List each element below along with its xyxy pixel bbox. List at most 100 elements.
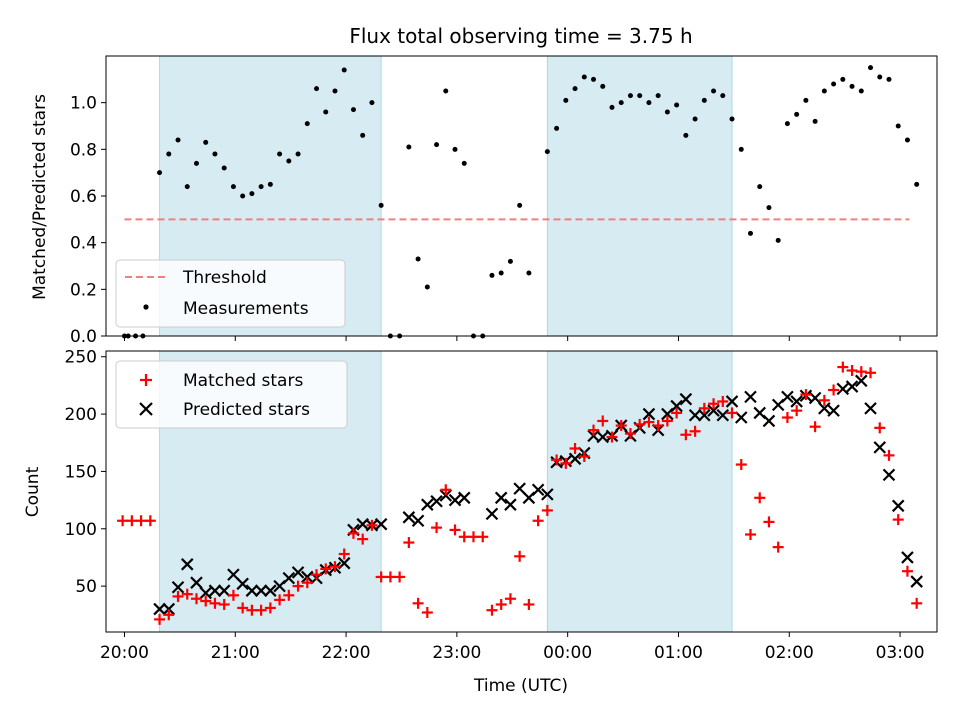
predicted-point xyxy=(707,404,720,417)
matched-point xyxy=(495,598,507,610)
matched-point xyxy=(652,420,664,432)
measurement-point xyxy=(877,74,883,80)
matched-point xyxy=(680,429,692,441)
predicted-point xyxy=(836,382,850,396)
matched-point xyxy=(329,561,341,573)
measurement-point xyxy=(332,88,338,94)
measurement-point xyxy=(517,202,523,208)
matched-point xyxy=(135,515,147,527)
matched-point xyxy=(634,418,646,430)
measurement-point xyxy=(406,144,412,150)
matched-point xyxy=(357,533,369,545)
measurement-point xyxy=(314,86,320,92)
measurement-point xyxy=(212,151,218,157)
x-tick-label: 21:00 xyxy=(211,643,260,663)
shaded-interval xyxy=(547,56,733,336)
matched-point xyxy=(809,421,821,433)
matched-point xyxy=(800,389,812,401)
matched-point xyxy=(661,415,673,427)
measurement-point xyxy=(701,97,707,103)
legend-matched-swatch xyxy=(140,374,152,386)
y-tick-label: 0.4 xyxy=(70,234,97,254)
predicted-point xyxy=(504,498,517,511)
measurement-point xyxy=(166,151,172,157)
measurement-point xyxy=(240,193,246,199)
measurement-point xyxy=(286,158,292,164)
matched-point xyxy=(772,541,784,553)
x-tick-label: 22:00 xyxy=(322,643,371,663)
matched-point xyxy=(264,602,276,614)
measurement-point xyxy=(498,270,504,276)
measurement-point xyxy=(221,165,227,171)
matched-point xyxy=(588,424,600,436)
matched-point xyxy=(486,604,498,616)
measurement-point xyxy=(424,284,430,290)
matched-point xyxy=(218,598,230,610)
measurement-point xyxy=(452,146,458,152)
matched-point xyxy=(311,569,323,581)
matched-point xyxy=(615,420,627,432)
matched-point xyxy=(735,459,747,471)
measurement-point xyxy=(868,65,874,71)
matched-point xyxy=(181,588,193,600)
predicted-point xyxy=(864,402,877,415)
matched-point xyxy=(504,593,516,605)
predicted-point xyxy=(180,558,194,571)
measurement-point xyxy=(738,146,744,152)
matched-point xyxy=(643,416,655,428)
measurement-point xyxy=(904,137,910,143)
predicted-point xyxy=(734,411,748,424)
matched-point xyxy=(255,604,267,616)
predicted-point xyxy=(227,568,240,581)
matched-point xyxy=(403,537,415,549)
x-tick-label: 02:00 xyxy=(765,643,814,663)
matched-point xyxy=(708,398,720,410)
measurement-point xyxy=(572,86,578,92)
predicted-point xyxy=(808,391,822,405)
measurement-point xyxy=(489,272,495,278)
matched-point xyxy=(366,519,378,531)
measurement-point xyxy=(341,67,347,73)
matched-point xyxy=(209,597,221,609)
matched-point xyxy=(892,514,904,526)
measurement-point xyxy=(895,123,901,129)
matched-point xyxy=(865,367,877,379)
x-tick-label: 01:00 xyxy=(654,643,703,663)
matched-point xyxy=(246,604,258,616)
y-tick-label: 1.0 xyxy=(70,94,97,114)
predicted-point xyxy=(411,514,425,528)
matched-point xyxy=(477,531,489,543)
top-y-axis-label: Matched/Predicted stars xyxy=(30,94,50,300)
matched-point xyxy=(578,451,590,463)
predicted-point xyxy=(873,441,887,454)
measurement-point xyxy=(360,132,366,138)
measurement-point xyxy=(609,104,615,110)
matched-point xyxy=(384,571,396,583)
matched-point xyxy=(698,402,710,414)
predicted-point xyxy=(568,452,582,466)
matched-point xyxy=(347,527,359,539)
measurement-point xyxy=(443,88,449,94)
matched-point xyxy=(828,384,840,396)
measurement-point xyxy=(323,109,329,115)
predicted-point xyxy=(162,602,176,616)
matched-point xyxy=(431,522,443,534)
measurement-point xyxy=(692,116,698,122)
matched-point xyxy=(532,515,544,527)
predicted-point xyxy=(910,575,923,588)
legend-threshold-label: Threshold xyxy=(182,268,267,288)
matched-point xyxy=(726,407,738,419)
measurement-point xyxy=(849,83,855,89)
bottom-y-axis-ticks: 50 100 150 200 250 xyxy=(65,348,106,597)
predicted-point xyxy=(845,380,859,393)
measurement-point xyxy=(581,74,587,80)
measurement-point xyxy=(886,76,892,82)
legend-measurements-swatch xyxy=(143,304,149,310)
measurement-point xyxy=(683,132,689,138)
y-tick-label: 0.2 xyxy=(70,280,97,300)
predicted-point xyxy=(421,498,434,511)
predicted-point xyxy=(855,374,868,388)
measurement-point xyxy=(831,81,837,87)
